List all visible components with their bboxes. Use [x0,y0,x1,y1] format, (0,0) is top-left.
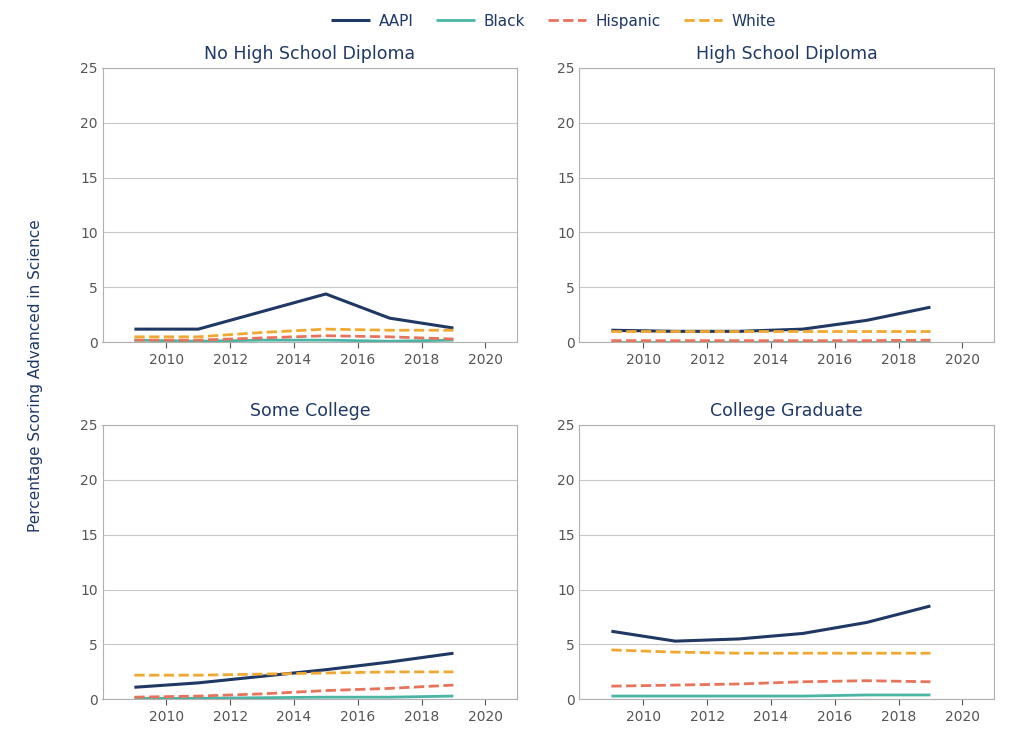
Legend: AAPI, Black, Hispanic, White: AAPI, Black, Hispanic, White [325,8,782,35]
Title: High School Diploma: High School Diploma [696,45,877,63]
Text: Percentage Scoring Advanced in Science: Percentage Scoring Advanced in Science [29,220,43,532]
Title: College Graduate: College Graduate [710,402,863,420]
Title: Some College: Some College [249,402,370,420]
Title: No High School Diploma: No High School Diploma [204,45,415,63]
